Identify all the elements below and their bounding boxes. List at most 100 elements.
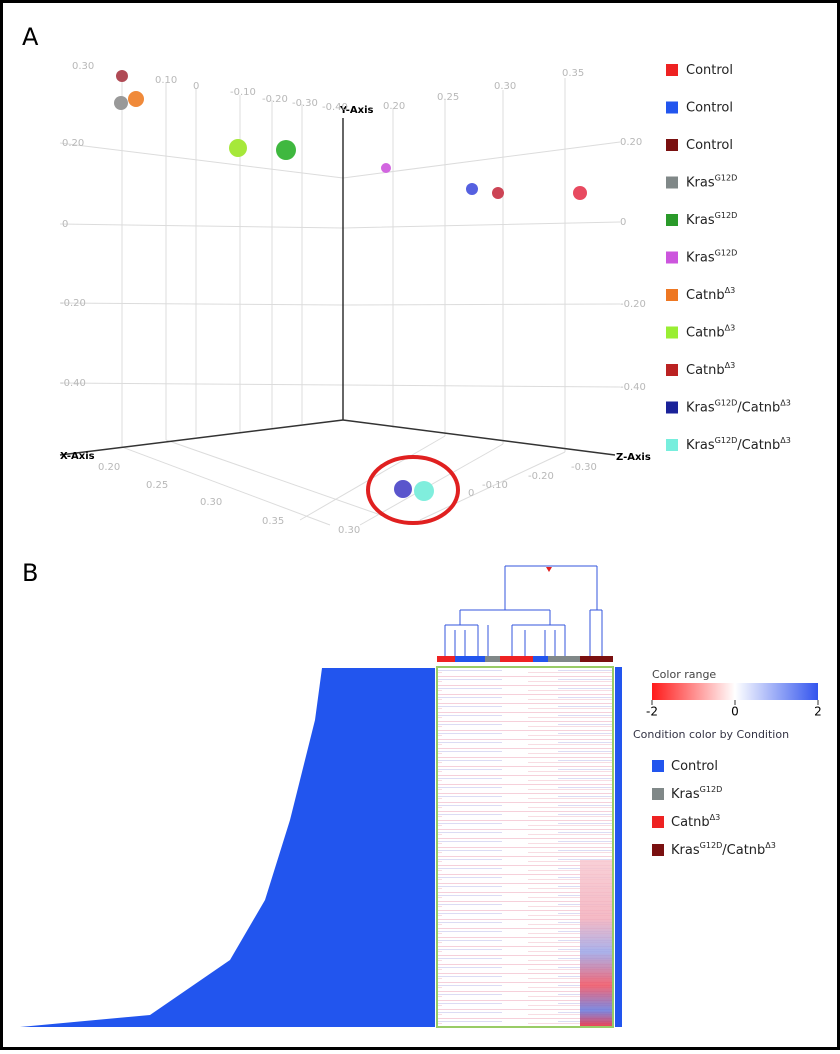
label-part: /Catnb (737, 438, 780, 453)
label-part: /Catnb (737, 400, 780, 415)
legend-swatch (666, 326, 678, 339)
color-range-bar (652, 683, 818, 700)
legend-swatch (666, 214, 678, 226)
tick-label: 0.30 (494, 81, 516, 92)
axis-label: Z-Axis (616, 452, 651, 463)
legend-title: Condition color by Condition (633, 728, 789, 741)
legend-label: Control (686, 100, 733, 115)
label-part: Kras (686, 400, 715, 415)
label-part: Kras (686, 175, 715, 190)
tick-label: 0.35 (262, 516, 284, 527)
label-part: Catnb (686, 325, 725, 340)
superscript: G12D (700, 841, 723, 850)
legend-label: Control (671, 759, 718, 774)
grid-3d (59, 70, 621, 526)
label-part: Kras (686, 438, 715, 453)
color-range-title: Color range (652, 668, 716, 681)
legend-swatch (666, 401, 678, 414)
superscript: Δ3 (725, 286, 736, 295)
superscript: G12D (715, 211, 738, 220)
legend-label: Control (686, 63, 733, 78)
legend-label: CatnbΔ3 (686, 286, 735, 303)
panel-label: B (22, 559, 38, 587)
panel-b: B Color range -2 0 2 Condition color by Condi… (22, 559, 822, 858)
legend-swatch (666, 289, 678, 301)
legend-label: KrasG12D/CatnbΔ3 (686, 398, 791, 415)
legend-label: KrasG12D (686, 173, 737, 190)
tick-label: -0.20 (528, 471, 554, 482)
tick-label: -0.10 (230, 87, 256, 98)
tick-label: -0.10 (482, 480, 508, 491)
tick-label: 0 (468, 488, 474, 499)
legend-label: Control (686, 138, 733, 153)
tick-label: -0.40 (322, 102, 348, 113)
tick-label: 0.10 (155, 75, 177, 86)
superscript: G12D (715, 398, 738, 407)
tick-label: -2 (646, 705, 658, 719)
tick-label: 0 (731, 705, 739, 719)
axes-3d (59, 118, 616, 456)
tick-label: 0.20 (383, 101, 405, 112)
superscript: Δ3 (725, 323, 736, 332)
label-part: Control (686, 100, 733, 115)
heatmap-block (580, 860, 613, 1027)
legend-label: CatnbΔ3 (686, 323, 735, 340)
legend-label: KrasG12D/CatnbΔ3 (686, 436, 791, 453)
tick-label: 0.35 (562, 68, 584, 79)
tick-label: 0.20 (62, 138, 84, 149)
tick-label: -0.30 (292, 98, 318, 109)
axis-label: Y-Axis (339, 105, 374, 116)
label-part: Catnb (686, 288, 725, 303)
label-part: Kras (686, 213, 715, 228)
row-dendrogram (20, 668, 435, 1027)
panel-label: A (22, 23, 39, 51)
tick-label: -0.20 (60, 298, 86, 309)
label-part: /Catnb (722, 843, 765, 858)
tick-label: 0.20 (98, 462, 120, 473)
tick-label: 0.25 (146, 480, 168, 491)
legend-swatch (666, 64, 678, 76)
legend-swatch (652, 788, 664, 800)
legend-swatch (666, 101, 678, 114)
tick-label: -0.40 (620, 382, 646, 393)
legend-swatch (652, 816, 664, 828)
heatmap-border (436, 666, 614, 1028)
legend-swatch (652, 760, 664, 772)
tick-label: -0.30 (571, 462, 597, 473)
tick-label: 0 (620, 217, 626, 228)
superscript: G12D (715, 173, 738, 182)
tick-label: 2 (814, 705, 822, 719)
tick-label: 0 (62, 219, 68, 230)
legend-label: CatnbΔ3 (686, 361, 735, 378)
superscript: G12D (715, 248, 738, 257)
superscript: Δ3 (780, 436, 791, 445)
legend-swatch (666, 139, 678, 151)
label-part: Kras (686, 250, 715, 265)
legend-swatch (652, 844, 664, 856)
tick-label: 0.25 (437, 92, 459, 103)
legend-label: KrasG12D (671, 785, 722, 802)
legend-swatch (666, 251, 678, 264)
superscript: Δ3 (725, 361, 736, 370)
superscript: Δ3 (780, 398, 791, 407)
label-part: Kras (671, 843, 700, 858)
tick-label: 0.30 (200, 497, 222, 508)
tick-label: 0.20 (620, 137, 642, 148)
panel-a: A Y-Axis X-Axis Z-Axis 0.30 0.10 0 -0.10 -0.20 -0… (22, 23, 791, 536)
legend-label: KrasG12D (686, 211, 737, 228)
superscript: G12D (700, 785, 723, 794)
legend-swatch (666, 439, 678, 451)
label-part: Catnb (686, 363, 725, 378)
legend-label: KrasG12D/CatnbΔ3 (671, 841, 776, 858)
tick-label: -0.40 (60, 378, 86, 389)
label-part: Kras (671, 787, 700, 802)
superscript: G12D (715, 436, 738, 445)
condition-bar (437, 656, 613, 662)
superscript: Δ3 (765, 841, 776, 850)
points (114, 70, 587, 525)
tick-label: 0 (193, 81, 199, 92)
label-part: Control (686, 63, 733, 78)
tick-label: 0.30 (338, 525, 360, 536)
label-part: Catnb (671, 815, 710, 830)
